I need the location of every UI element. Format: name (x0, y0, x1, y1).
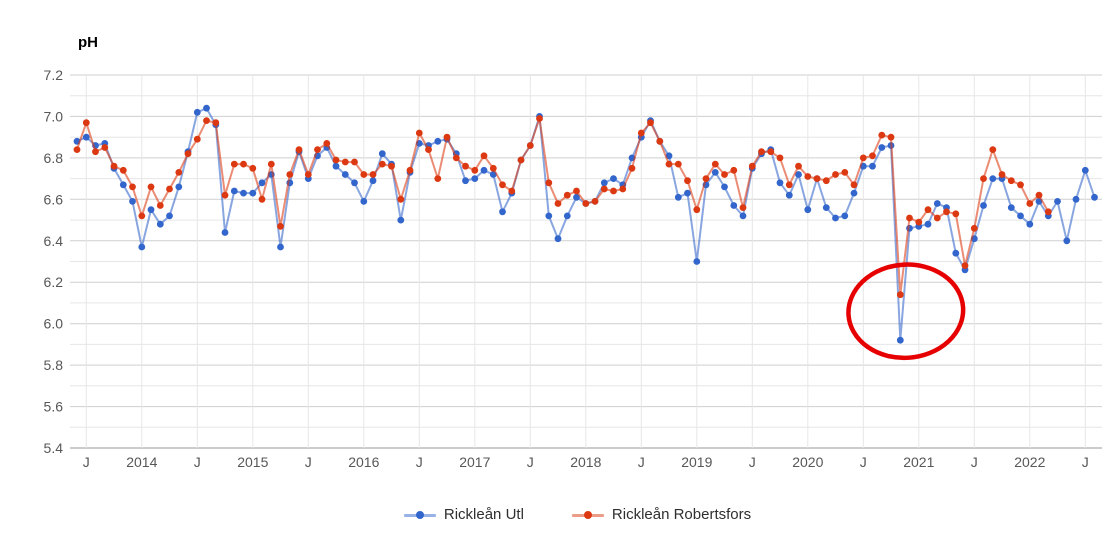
legend-line-marker-red (571, 509, 604, 521)
legend-item-ricklean-robertsfors[interactable]: Rickleån Robertsfors (571, 506, 752, 523)
svg-text:6.4: 6.4 (44, 233, 64, 249)
svg-text:7.2: 7.2 (44, 67, 64, 83)
legend-line-marker-blue (403, 509, 436, 521)
svg-text:2014: 2014 (126, 454, 157, 470)
svg-text:2015: 2015 (237, 454, 268, 470)
svg-text:5.4: 5.4 (44, 440, 64, 456)
svg-text:5.8: 5.8 (44, 357, 64, 373)
svg-text:J: J (638, 454, 645, 470)
gridlines (70, 74, 1102, 449)
svg-text:5.6: 5.6 (44, 399, 64, 415)
data-series (73, 104, 1098, 344)
svg-text:6.2: 6.2 (44, 274, 64, 290)
svg-text:7.0: 7.0 (44, 108, 64, 124)
series-ricklean-robertsfors (73, 115, 1052, 299)
legend-label: Rickleån Utl (443, 506, 524, 523)
legend-label: Rickleån Robertsfors (611, 506, 752, 523)
svg-text:J: J (1082, 454, 1089, 470)
svg-text:6.8: 6.8 (44, 150, 64, 166)
svg-text:J: J (83, 454, 90, 470)
svg-text:6.6: 6.6 (44, 191, 64, 207)
svg-text:J: J (194, 454, 201, 470)
svg-text:2020: 2020 (792, 454, 823, 470)
y-axis-tick-labels: 7.2 7.0 6.8 6.6 6.4 6.2 6.0 5.8 5.6 5.4 (44, 67, 64, 456)
svg-text:2022: 2022 (1014, 454, 1045, 470)
svg-text:J: J (305, 454, 312, 470)
svg-text:J: J (971, 454, 978, 470)
svg-text:2016: 2016 (348, 454, 379, 470)
svg-text:2017: 2017 (459, 454, 490, 470)
svg-text:6.0: 6.0 (44, 316, 64, 332)
chart-legend: Rickleån Utl Rickleån Robertsfors (0, 506, 1119, 523)
svg-text:2021: 2021 (903, 454, 934, 470)
svg-text:J: J (749, 454, 756, 470)
legend-item-ricklean-utl[interactable]: Rickleån Utl (403, 506, 524, 523)
svg-text:J: J (527, 454, 534, 470)
y-axis-title: pH (78, 34, 98, 51)
x-axis-tick-labels: J 2014 J 2015 J 2016 J 2017 J 2018 J 2019 J 2020 J 2021… (83, 454, 1089, 470)
highlight-ellipse-annotation (846, 262, 966, 361)
svg-text:J: J (860, 454, 867, 470)
svg-text:J: J (416, 454, 423, 470)
svg-text:2019: 2019 (681, 454, 712, 470)
svg-text:2018: 2018 (570, 454, 601, 470)
